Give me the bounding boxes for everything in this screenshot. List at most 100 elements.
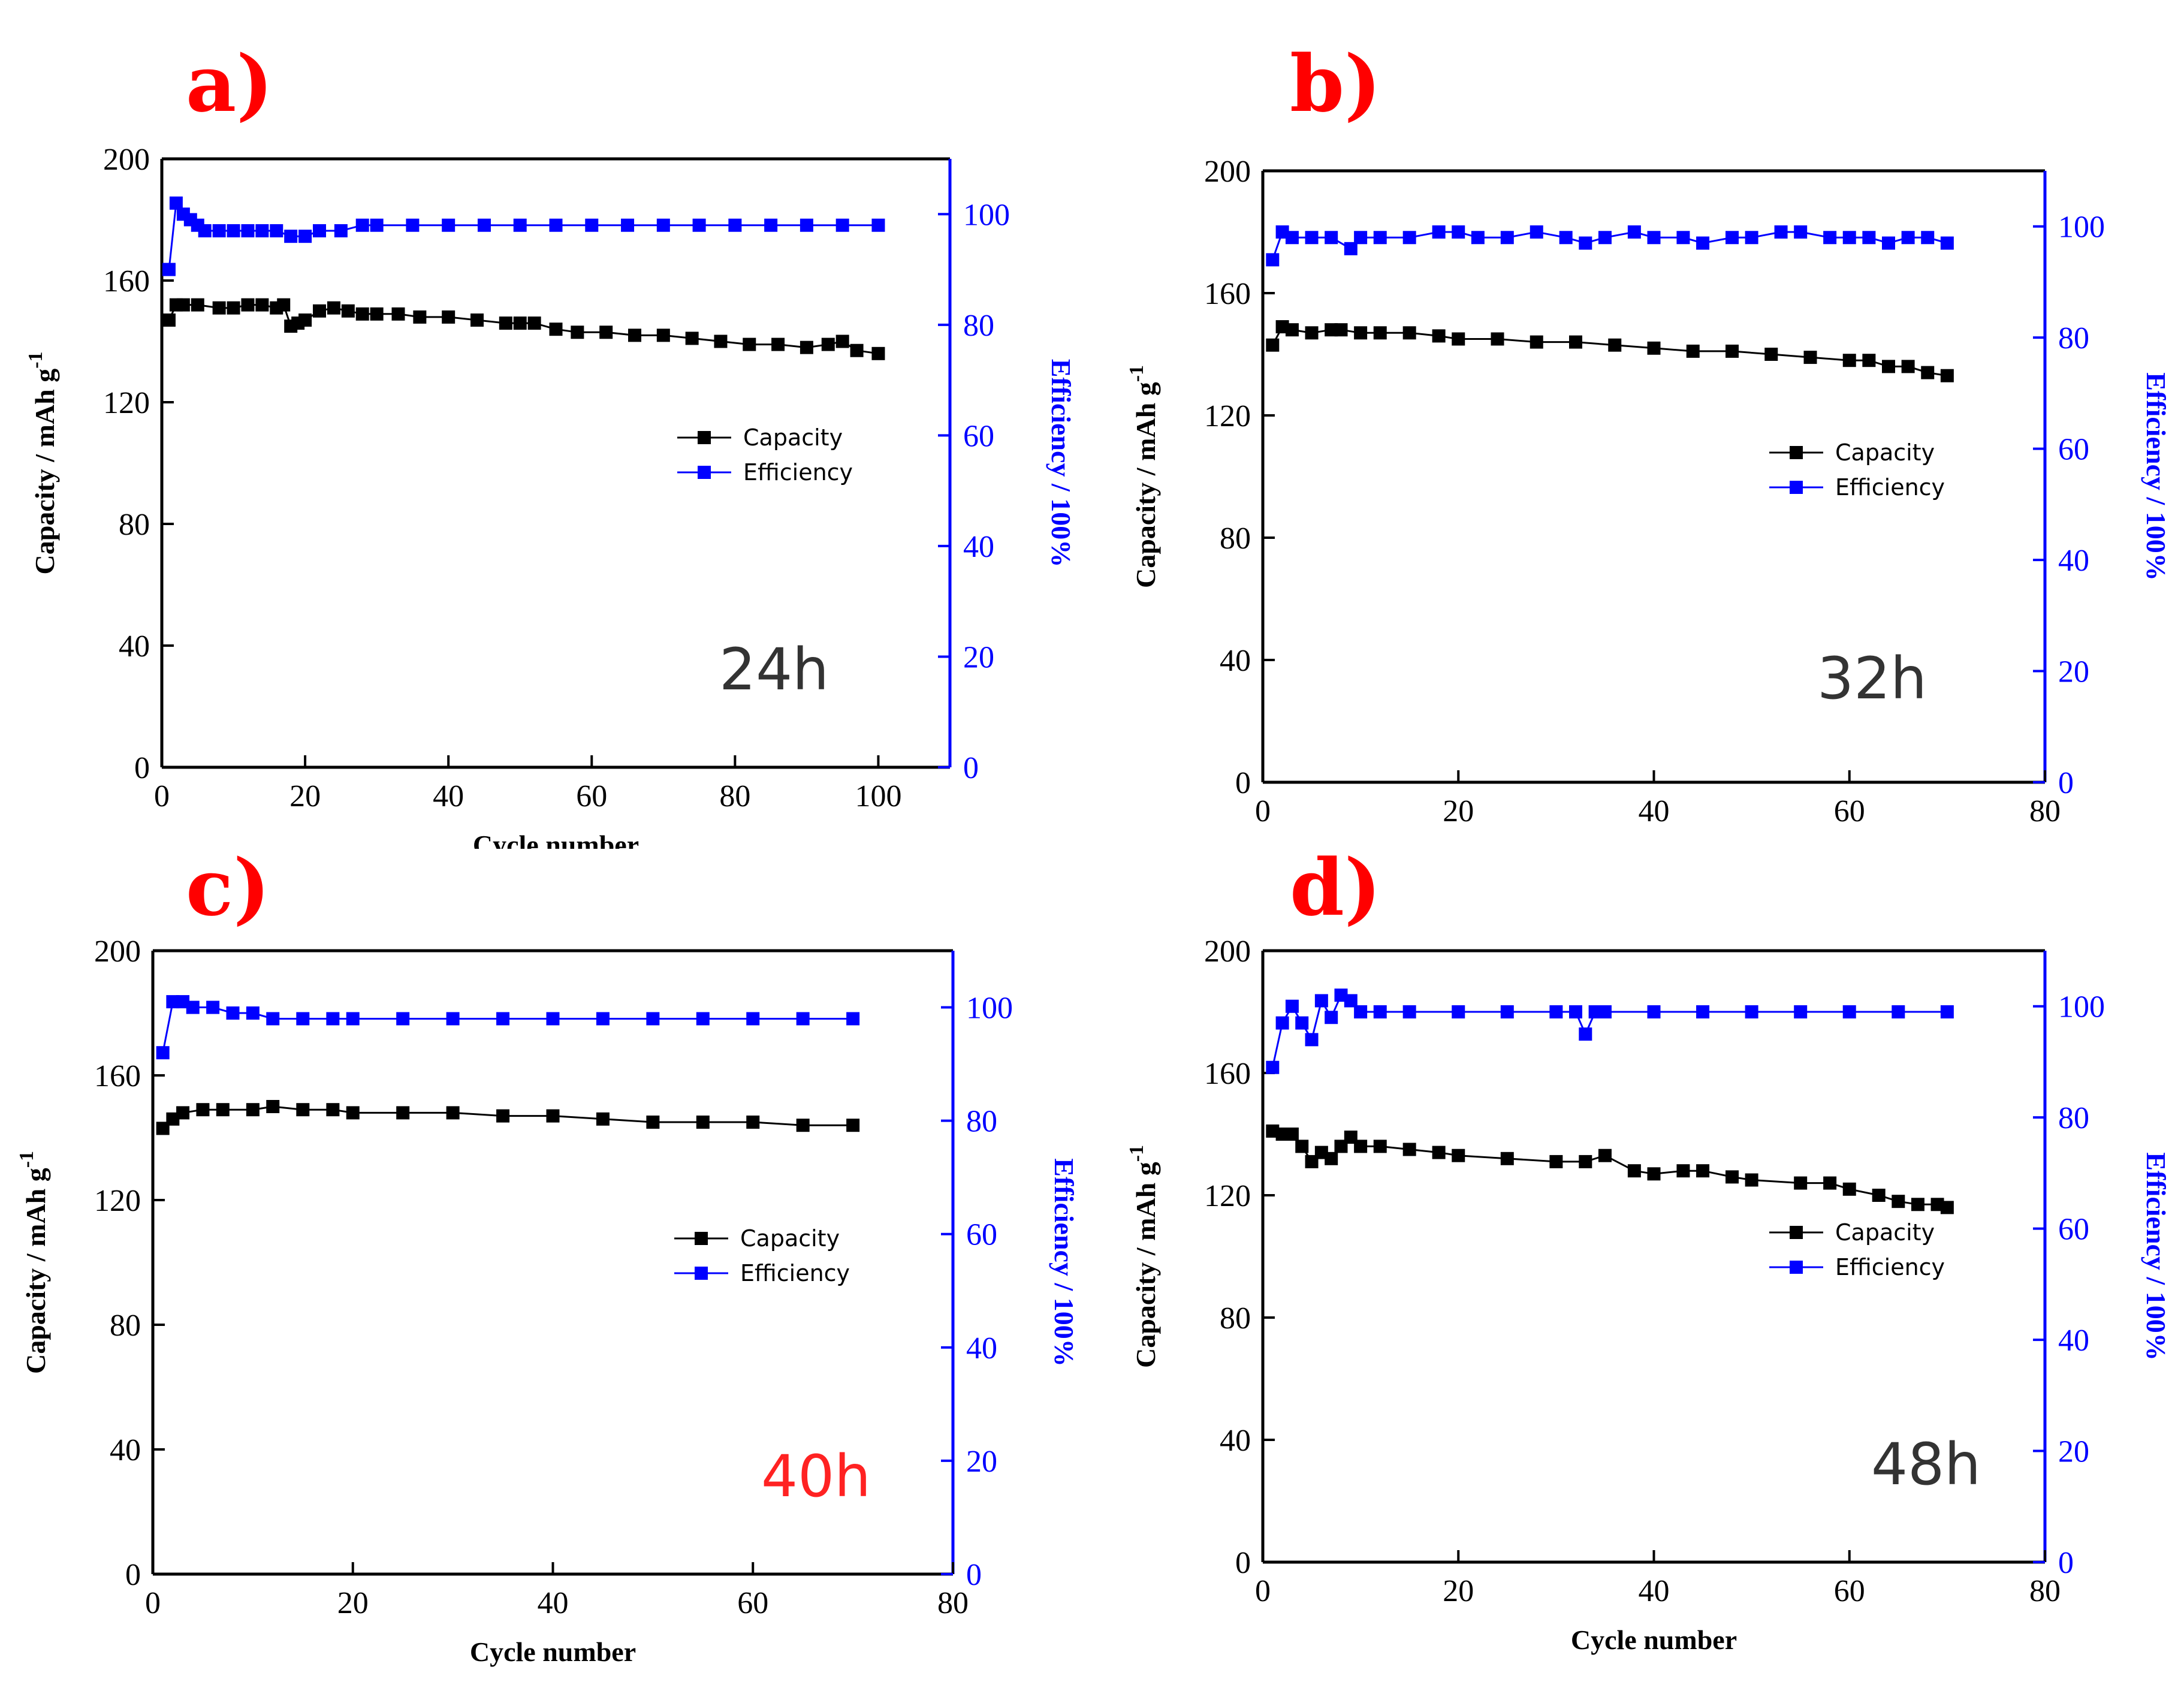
y-right-tick-label: 20	[2058, 1435, 2089, 1469]
x-tick-label: 80	[719, 779, 750, 813]
capacity-point	[216, 1103, 230, 1117]
y-left-tick-label: 120	[94, 1184, 141, 1218]
efficiency-point	[1892, 1005, 1905, 1018]
efficiency-point	[1921, 231, 1935, 245]
capacity-point	[1647, 341, 1661, 355]
capacity-point	[571, 325, 584, 339]
x-tick-label: 80	[2029, 1574, 2061, 1608]
efficiency-point	[284, 230, 298, 243]
capacity-efficiency-chart: 0 20 40 60 80 100 0 40 80 120 160 200 0 20 40 60 80 100 Cy…	[25, 143, 1076, 860]
x-tick-label: 60	[576, 779, 607, 813]
x-tick-label: 0	[154, 779, 170, 813]
capacity-point	[241, 298, 255, 312]
efficiency-point	[442, 218, 455, 232]
capacity-point	[846, 1119, 860, 1132]
efficiency-point	[1696, 236, 1710, 250]
y-left-tick-label: 80	[119, 508, 150, 542]
efficiency-point	[1774, 225, 1788, 239]
efficiency-point	[1794, 225, 1808, 239]
y-left-axis-label: Capacity / mAh g-1	[25, 351, 60, 574]
capacity-point	[1823, 1176, 1837, 1190]
efficiency-point	[1745, 231, 1758, 245]
efficiency-point	[1452, 225, 1465, 239]
x-tick-label: 20	[337, 1586, 369, 1620]
efficiency-point	[764, 218, 778, 232]
y-left-tick-label: 0	[1235, 766, 1251, 800]
capacity-point	[1647, 1167, 1661, 1181]
y-left-tick-label: 0	[134, 751, 150, 785]
legend-marker	[698, 431, 711, 444]
efficiency-point	[370, 218, 384, 232]
efficiency-point	[1295, 1016, 1309, 1030]
efficiency-point	[692, 218, 706, 232]
efficiency-point	[1344, 242, 1358, 255]
capacity-point	[1549, 1155, 1563, 1168]
x-tick-label: 40	[1639, 1574, 1670, 1608]
capacity-point	[277, 298, 291, 312]
capacity-point	[346, 1106, 360, 1120]
capacity-point	[696, 1116, 710, 1129]
efficiency-point	[1823, 231, 1837, 245]
y-left-tick-label: 80	[1220, 522, 1251, 556]
x-tick-label: 20	[289, 779, 321, 813]
y-left-tick-label: 160	[94, 1059, 141, 1093]
efficiency-point	[1726, 231, 1739, 245]
efficiency-point	[355, 218, 369, 232]
efficiency-point	[212, 224, 226, 237]
panel-b: b) 02040608004080120160200020406080100Cy…	[1092, 0, 2184, 876]
capacity-point	[442, 310, 455, 324]
capacity-point	[162, 313, 176, 327]
x-axis-label: Cycle number	[1571, 1624, 1737, 1655]
efficiency-point	[1549, 1005, 1563, 1018]
efficiency-point	[496, 1012, 510, 1026]
y-right-tick-label: 40	[963, 530, 994, 564]
capacity-point	[355, 307, 369, 321]
efficiency-point	[176, 995, 190, 1009]
capacity-point	[1285, 323, 1299, 337]
capacity-point	[1911, 1198, 1924, 1211]
y-left-tick-label: 200	[1204, 935, 1251, 969]
capacity-point	[1921, 366, 1935, 379]
capacity-point	[1862, 354, 1876, 367]
efficiency-point	[1373, 231, 1387, 245]
capacity-point	[1794, 1176, 1808, 1190]
efficiency-point	[585, 218, 599, 232]
capacity-point	[1325, 1152, 1338, 1165]
legend-label: Efficiency	[1835, 1254, 1945, 1280]
efficiency-point	[871, 218, 885, 232]
y-right-tick-label: 20	[963, 640, 994, 674]
efficiency-point	[296, 1012, 310, 1026]
capacity-point	[743, 337, 756, 351]
capacity-point	[850, 343, 864, 357]
efficiency-point	[1402, 1005, 1416, 1018]
y-right-tick-label: 60	[2058, 1213, 2089, 1247]
panel-a: a) 0 20 40 60 80 100 0 40 80 120 160 200 0 20 40 60 80 10…	[0, 0, 1092, 861]
legend-marker	[1790, 481, 1803, 494]
legend-marker	[1790, 446, 1803, 459]
efficiency-point	[446, 1012, 460, 1026]
y-right-tick-label: 0	[2058, 766, 2074, 800]
efficiency-point	[1373, 1005, 1387, 1018]
legend-marker	[695, 1267, 708, 1280]
x-tick-label: 20	[1443, 794, 1474, 828]
capacity-point	[1334, 323, 1348, 337]
efficiency-point	[1402, 231, 1416, 245]
efficiency-point	[255, 224, 269, 237]
capacity-point	[871, 346, 885, 360]
capacity-point	[714, 334, 728, 348]
efficiency-point	[1266, 253, 1280, 267]
x-tick-label: 0	[145, 1586, 161, 1620]
efficiency-point	[346, 1012, 360, 1026]
efficiency-point	[549, 218, 563, 232]
y-right-tick-label: 0	[963, 751, 979, 785]
efficiency-point	[1676, 231, 1690, 245]
y-left-axis-label: Capacity / mAh g-1	[16, 1151, 51, 1374]
capacity-point	[1295, 1140, 1309, 1153]
x-tick-label: 100	[855, 779, 901, 813]
efficiency-point	[266, 1012, 280, 1026]
y-left-tick-label: 80	[110, 1309, 141, 1343]
y-right-tick-label: 0	[966, 1558, 982, 1592]
efficiency-point	[513, 218, 527, 232]
capacity-point	[326, 1103, 340, 1117]
